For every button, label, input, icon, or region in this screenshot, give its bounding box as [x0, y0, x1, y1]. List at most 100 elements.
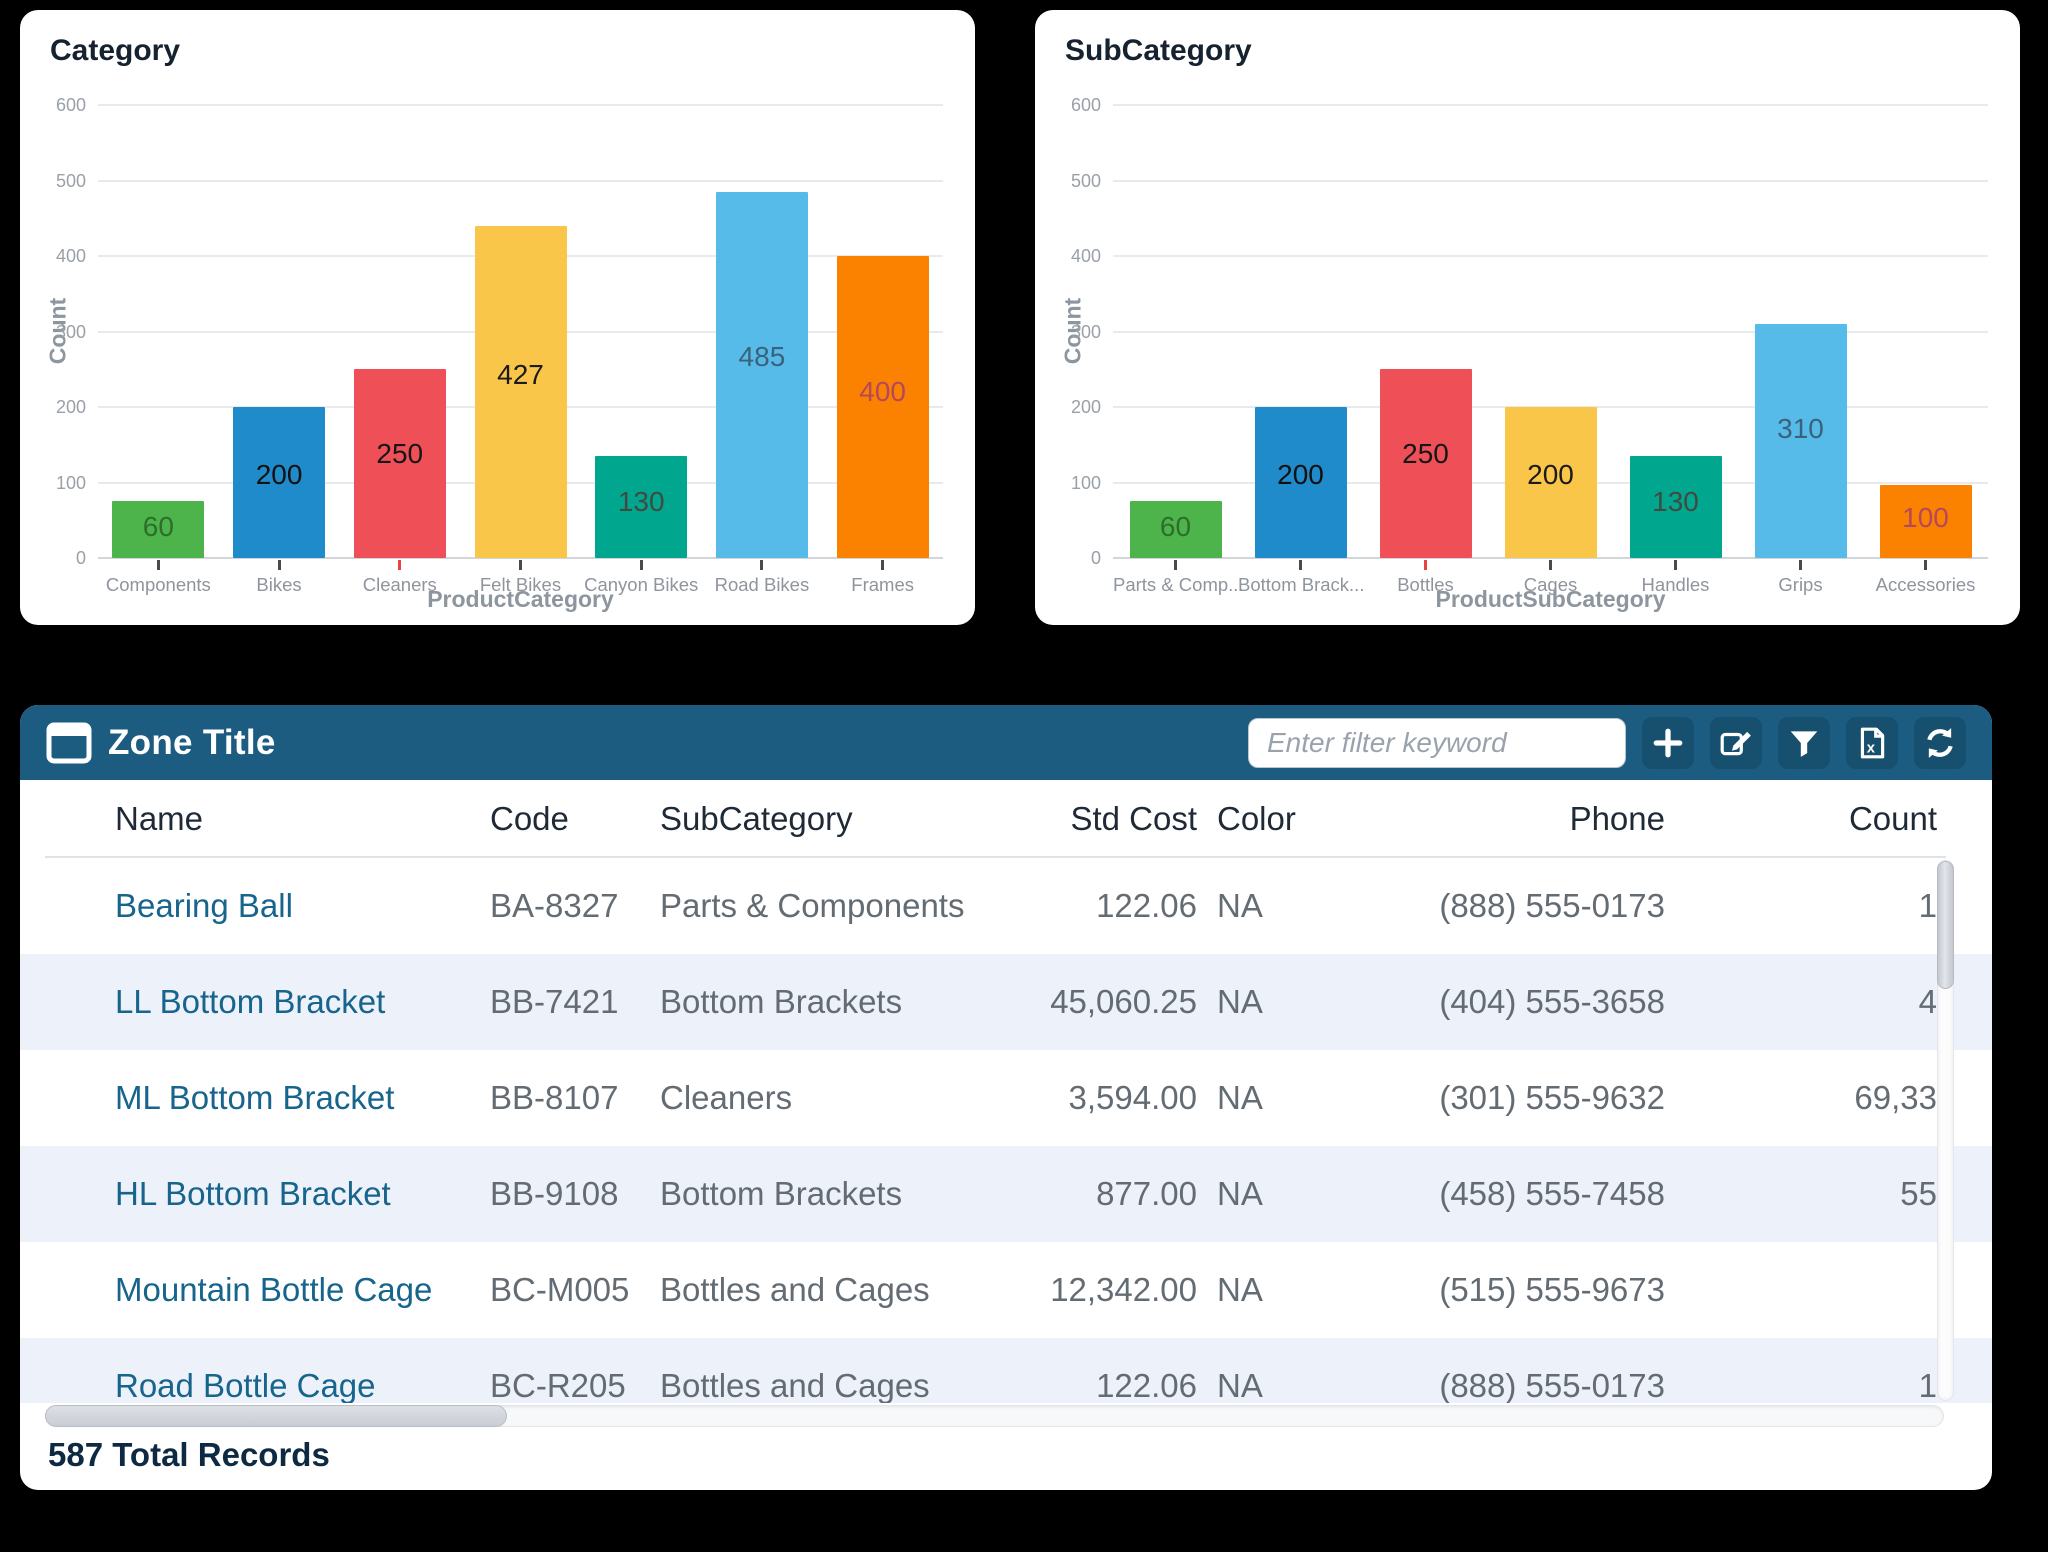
vertical-scrollbar-thumb[interactable] — [1937, 861, 1954, 989]
column-header-count[interactable]: Count — [1848, 800, 1937, 837]
bar-canyon-bikes[interactable] — [595, 456, 688, 558]
x-tick-label: Canyon Bikes — [584, 574, 699, 595]
bar-components[interactable] — [112, 501, 205, 558]
category-chart-plot: 0 100 200 300 400 500 600 60 Components 200 Bikes 2… — [56, 95, 943, 595]
product-name-link[interactable]: HL Bottom Bracket — [115, 1175, 391, 1212]
filter-button[interactable] — [1778, 716, 1830, 769]
cell-subcategory: Cleaners — [660, 1079, 793, 1116]
bar-cages[interactable] — [1504, 407, 1597, 558]
cell-color: NA — [1217, 983, 1263, 1020]
cell-color: NA — [1217, 1175, 1263, 1212]
table-row[interactable]: Road Bottle Cage BC-R205 Bottles and Cages… — [20, 1338, 1992, 1403]
subcategory-chart-card: SubCategory Count 0 100 200 300 400 500 600 60 P… — [1035, 10, 2020, 625]
table-row[interactable]: Mountain Bottle Cage BC-M005 Bottles and C… — [20, 1242, 1992, 1338]
chart-title: SubCategory — [1065, 34, 1252, 67]
bar-handles[interactable] — [1629, 456, 1722, 558]
edit-button[interactable] — [1710, 716, 1762, 769]
y-tick-label: 400 — [55, 246, 86, 266]
horizontal-scrollbar-thumb[interactable] — [45, 1405, 507, 1427]
column-header-phone[interactable]: Phone — [1569, 800, 1665, 837]
cell-color: NA — [1217, 1367, 1263, 1403]
cell-phone: (301) 555-9632 — [1439, 1079, 1665, 1116]
gridline-0 — [1113, 557, 1988, 559]
gridline-400 — [1113, 255, 1988, 257]
y-tick-label: 0 — [75, 548, 86, 568]
table-body: Bearing Ball BA-8327 Parts & Components 122… — [20, 858, 1992, 1403]
refresh-button[interactable] — [1914, 716, 1966, 769]
bar-bottom-brack-[interactable] — [1254, 407, 1347, 558]
column-header-color[interactable]: Color — [1217, 800, 1296, 837]
cell-count: 69,33 — [1854, 1079, 1937, 1116]
bar-parts-comp-[interactable] — [1129, 501, 1222, 558]
x-tick-label: Road Bikes — [714, 574, 810, 595]
gridline-600 — [1113, 104, 1988, 106]
bar-value-label: 130 — [617, 485, 665, 517]
bar-bottles[interactable] — [1379, 369, 1472, 558]
cell-phone: (515) 555-9673 — [1439, 1271, 1665, 1308]
product-name-link[interactable]: ML Bottom Bracket — [115, 1079, 395, 1116]
vertical-scrollbar-track[interactable] — [1937, 860, 1954, 1401]
table-row[interactable]: Bearing Ball BA-8327 Parts & Components 122… — [20, 858, 1992, 954]
column-header-std-cost[interactable]: Std Cost — [1070, 800, 1197, 837]
column-header-subcategory[interactable]: SubCategory — [660, 800, 853, 837]
y-tick-label: 500 — [1070, 170, 1101, 191]
cell-count: 55 — [1900, 1175, 1937, 1212]
cell-phone: (458) 555-7458 — [1439, 1175, 1665, 1212]
x-tick-mark — [1299, 560, 1302, 570]
plus-icon — [1653, 728, 1683, 757]
column-header-name[interactable]: Name — [115, 800, 204, 837]
bar-accessories[interactable] — [1879, 484, 1972, 558]
column-header-code[interactable]: Code — [490, 800, 569, 837]
cell-subcategory: Bottom Brackets — [660, 1175, 903, 1212]
product-name-link[interactable]: Bearing Ball — [115, 887, 293, 924]
y-tick-label: 100 — [55, 472, 86, 493]
cell-phone: (888) 555-0173 — [1439, 1367, 1665, 1403]
x-tick-label: Felt Bikes — [479, 574, 562, 595]
bar-value-label: 400 — [859, 375, 906, 407]
cell-code: BB-9108 — [490, 1175, 619, 1212]
table-row[interactable]: ML Bottom Bracket BB-8107 Cleaners 3,594.00… — [20, 1050, 1992, 1146]
bar-value-label: 100 — [1902, 501, 1949, 533]
x-tick-mark — [1549, 560, 1552, 570]
x-tick-label: Components — [105, 574, 211, 595]
x-tick-label: Accessories — [1875, 574, 1976, 595]
add-button[interactable] — [1642, 716, 1694, 769]
cell-count: 1 — [1918, 887, 1937, 924]
export-excel-button[interactable]: x — [1846, 716, 1898, 769]
y-tick-label: 400 — [1070, 246, 1101, 266]
x-tick-mark — [1799, 560, 1802, 570]
zone-window-icon — [46, 722, 92, 763]
cell-name: Bearing Ball — [115, 887, 490, 925]
bar-grips[interactable] — [1754, 323, 1847, 558]
product-name-link[interactable]: LL Bottom Bracket — [115, 983, 386, 1020]
cell-std-cost: 122.06 — [1096, 887, 1197, 924]
x-tick-label: Cages — [1523, 574, 1578, 595]
cell-code: BA-8327 — [490, 887, 619, 924]
zone-title: Zone Title — [108, 722, 276, 762]
filter-keyword-input[interactable] — [1248, 717, 1626, 768]
y-tick-label: 300 — [55, 321, 86, 342]
product-name-link[interactable]: Road Bottle Cage — [115, 1367, 376, 1403]
table-row[interactable]: HL Bottom Bracket BB-9108 Bottom Brackets 8… — [20, 1146, 1992, 1242]
cell-phone: (404) 555-3658 — [1439, 983, 1665, 1020]
funnel-icon — [1790, 730, 1818, 757]
x-tick-mark — [1174, 560, 1177, 570]
refresh-icon — [1927, 727, 1953, 758]
x-tick-mark — [1424, 560, 1427, 570]
bar-cleaners[interactable] — [353, 369, 446, 558]
cell-code: BC-R205 — [490, 1367, 626, 1403]
bar-felt-bikes[interactable] — [474, 225, 567, 558]
cell-std-cost: 45,060.25 — [1050, 983, 1197, 1020]
cell-std-cost: 3,594.00 — [1068, 1079, 1197, 1116]
x-tick-mark — [760, 560, 764, 570]
cell-subcategory: Bottles and Cages — [660, 1271, 930, 1308]
bar-bikes[interactable] — [233, 407, 326, 558]
table-row[interactable]: LL Bottom Bracket BB-7421 Bottom Brackets 4… — [20, 954, 1992, 1050]
cell-std-cost: 12,342.00 — [1050, 1271, 1197, 1308]
product-name-link[interactable]: Mountain Bottle Cage — [115, 1271, 433, 1308]
chart-title: Category — [50, 34, 181, 67]
x-tick-label: Frames — [851, 574, 914, 595]
bar-road-bikes[interactable] — [715, 191, 808, 558]
bar-frames[interactable] — [836, 256, 929, 558]
bar-value-label: 485 — [738, 340, 786, 372]
